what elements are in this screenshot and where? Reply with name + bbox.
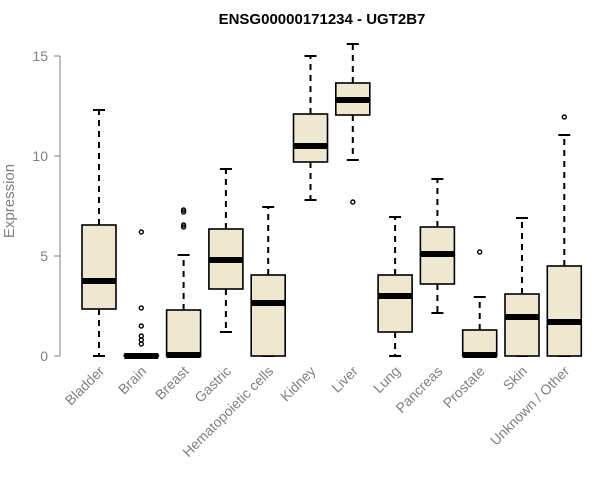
outlier-point (138, 229, 145, 235)
box-brain (123, 229, 160, 359)
box-rect (165, 309, 202, 357)
box-rect (504, 293, 540, 357)
boxes-group (81, 43, 583, 359)
y-tick-label: 10 (32, 148, 48, 164)
outlier-point (477, 249, 483, 255)
box-gastric (208, 168, 244, 333)
outlier-point (180, 207, 187, 213)
box-kidney (292, 55, 329, 201)
x-tick-label: Brain (115, 363, 149, 397)
x-tick-label: Pancreas (392, 363, 445, 416)
outlier-point (138, 333, 145, 339)
outlier-point (180, 209, 187, 215)
y-axis: 0 5 10 15 (32, 48, 61, 364)
outlier-point (350, 199, 356, 205)
box-breast (165, 207, 202, 358)
box-prostate (461, 249, 498, 358)
box-rect (461, 329, 498, 357)
outlier-point (138, 323, 145, 329)
box-rect (292, 113, 329, 163)
x-tick-label: Skin (500, 363, 531, 394)
x-tick-label: Prostate (440, 363, 488, 411)
box-lung (377, 216, 413, 357)
x-tick-label: Unknown / Other (487, 363, 573, 449)
x-tick-label: Liver (328, 363, 361, 396)
y-axis-label: Expression (1, 164, 18, 238)
box-hematopoietic-cells (250, 206, 286, 357)
box-rect (250, 274, 286, 357)
y-tick-label: 15 (32, 48, 48, 64)
y-tick-label: 5 (40, 248, 48, 264)
x-tick-label: Breast (152, 363, 192, 403)
outlier-point (561, 114, 567, 120)
x-tick-label: Kidney (277, 363, 319, 405)
box-rect (377, 274, 413, 333)
box-unknown-other (546, 114, 583, 357)
box-rect (546, 265, 583, 357)
box-skin (504, 217, 540, 357)
chart-title: ENSG00000171234 - UGT2B7 (219, 11, 426, 28)
box-pancreas (419, 178, 456, 314)
y-tick-label: 0 (40, 348, 48, 364)
x-tick-label: Lung (370, 363, 403, 396)
box-bladder (81, 109, 117, 357)
box-rect (81, 224, 117, 310)
box-liver (334, 43, 371, 205)
outlier-point (138, 305, 145, 311)
x-tick-label: Bladder (62, 363, 108, 409)
outlier-point (180, 222, 187, 228)
outlier-point (180, 224, 187, 230)
